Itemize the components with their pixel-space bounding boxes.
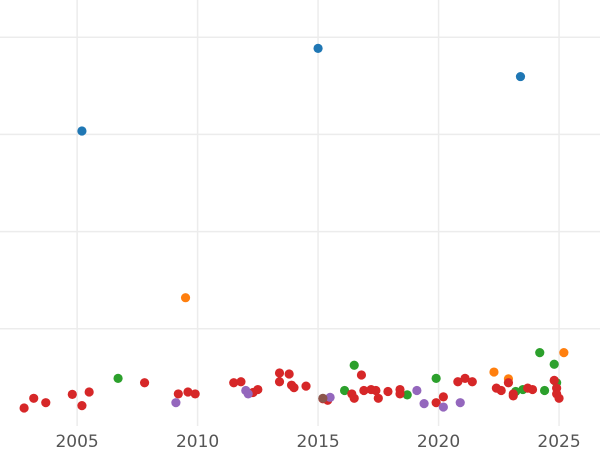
data-point: [190, 389, 200, 399]
x-tick-label: 2020: [417, 432, 460, 450]
data-point: [453, 377, 463, 387]
grid: [0, 0, 600, 426]
data-point: [274, 368, 285, 378]
data-point: [527, 384, 538, 395]
data-point: [183, 387, 193, 397]
data-point: [301, 381, 311, 391]
data-point: [236, 377, 246, 387]
data-point: [419, 399, 429, 409]
data-point: [349, 360, 359, 370]
data-point: [438, 392, 448, 402]
data-point: [253, 384, 263, 395]
data-point: [535, 348, 545, 358]
data-point: [402, 390, 412, 400]
data-point: [549, 375, 559, 385]
data-point: [173, 389, 183, 399]
data-point: [496, 385, 506, 396]
data-point: [325, 392, 335, 402]
data-point: [229, 378, 239, 388]
data-point: [84, 387, 94, 397]
data-point: [508, 391, 518, 401]
data-point: [438, 402, 448, 412]
data-point: [318, 393, 328, 403]
data-point: [356, 370, 367, 380]
data-point: [489, 367, 499, 377]
data-point: [29, 393, 39, 403]
data-points: [19, 43, 569, 413]
data-point: [67, 389, 77, 400]
data-point: [373, 393, 383, 403]
data-point: [412, 385, 422, 396]
data-point: [559, 348, 569, 358]
x-tick-label: 2015: [296, 432, 339, 450]
data-point: [349, 393, 359, 403]
data-point: [549, 359, 559, 369]
data-point: [371, 385, 381, 396]
data-point: [289, 383, 299, 393]
data-point: [515, 71, 526, 82]
data-point: [139, 378, 150, 388]
data-point: [359, 385, 369, 396]
x-tick-label: 2025: [537, 432, 580, 450]
data-point: [431, 398, 441, 408]
data-point: [77, 400, 87, 411]
data-point: [467, 377, 477, 387]
x-tick-label: 2010: [176, 432, 219, 450]
data-point: [383, 386, 393, 397]
data-point: [339, 385, 350, 396]
data-point: [460, 373, 470, 383]
data-point: [243, 389, 253, 399]
data-point: [171, 398, 181, 408]
x-tick-label: 2005: [55, 432, 98, 450]
data-point: [503, 378, 514, 388]
data-point: [19, 403, 29, 413]
data-point: [113, 373, 123, 383]
data-point: [431, 373, 441, 383]
data-point: [554, 393, 564, 403]
data-point: [539, 385, 550, 396]
data-point: [455, 398, 465, 408]
data-point: [77, 126, 87, 136]
data-point: [274, 377, 285, 387]
data-point: [41, 398, 51, 408]
data-point: [180, 293, 191, 303]
data-point: [395, 389, 405, 399]
x-axis-ticks: 2005 2010 2015 2020 2025: [55, 432, 580, 450]
data-point: [313, 43, 323, 53]
data-point: [284, 369, 294, 379]
